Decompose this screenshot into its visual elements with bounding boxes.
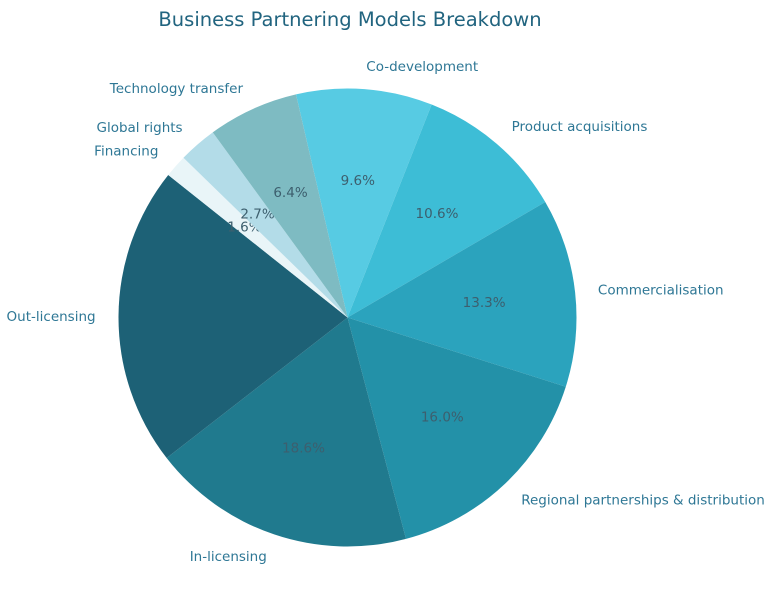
slice-label-product-acquisitions: Product acquisitions bbox=[512, 119, 648, 135]
pct-label-technology-transfer: 6.4% bbox=[273, 185, 307, 201]
slice-label-global-rights: Global rights bbox=[96, 120, 182, 136]
pie-slice-commercialisation bbox=[347, 202, 577, 387]
pct-label-commercialisation: 13.3% bbox=[463, 295, 506, 311]
pie-slice-global-rights bbox=[183, 132, 348, 318]
pct-label-global-rights: 2.7% bbox=[240, 206, 274, 222]
pct-label-in-licensing: 18.6% bbox=[282, 440, 325, 456]
pie-slice-product-acquisitions bbox=[347, 104, 546, 318]
pie-slice-co-development bbox=[295, 88, 432, 318]
pie-slice-technology-transfer bbox=[212, 94, 348, 318]
slice-label-financing: Financing bbox=[94, 144, 158, 160]
slice-label-regional-partnerships-and-distribution: Regional partnerships & distribution bbox=[521, 493, 765, 509]
pct-label-product-acquisitions: 10.6% bbox=[416, 206, 459, 222]
slice-label-out-licensing: Out-licensing bbox=[7, 309, 96, 325]
slice-label-technology-transfer: Technology transfer bbox=[109, 81, 244, 97]
pct-label-co-development: 9.6% bbox=[341, 173, 375, 189]
pie-slice-financing bbox=[168, 157, 348, 318]
pie-slice-in-licensing bbox=[166, 317, 406, 547]
slice-label-commercialisation: Commercialisation bbox=[598, 282, 724, 298]
pct-label-regional-partnerships-and-distribution: 16.0% bbox=[421, 410, 464, 426]
chart-title: Business Partnering Models Breakdown bbox=[158, 8, 541, 31]
pie-slice-out-licensing bbox=[118, 175, 348, 458]
slice-label-in-licensing: In-licensing bbox=[190, 549, 267, 565]
pie-slice-regional-partnerships-and-distribution bbox=[347, 317, 566, 539]
slice-label-co-development: Co-development bbox=[366, 59, 478, 75]
